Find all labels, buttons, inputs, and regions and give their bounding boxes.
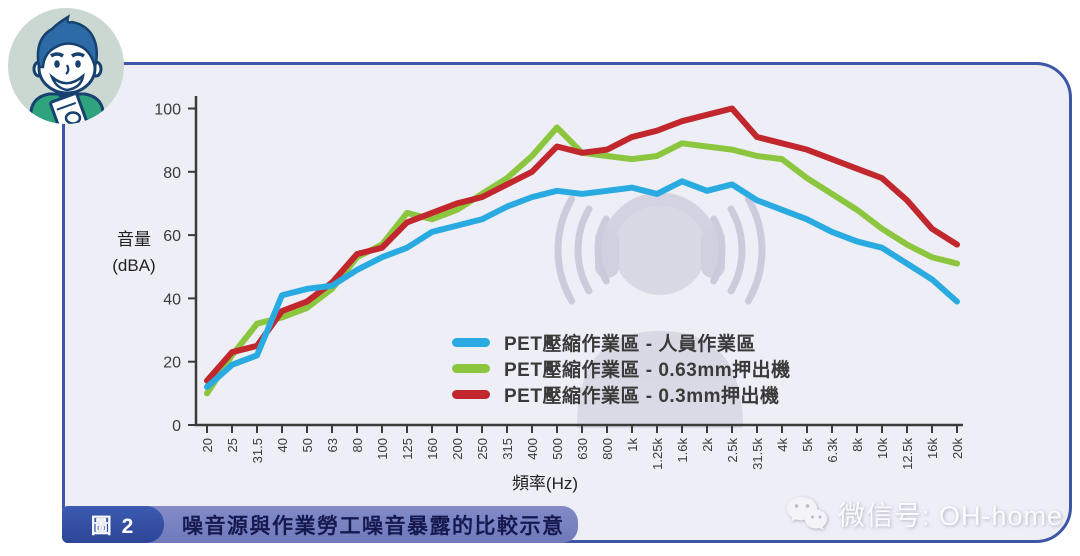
legend-swatch [452, 337, 490, 347]
avatar-eyebrow-left [50, 52, 64, 58]
figure-caption-title: 噪音源與作業勞工噪音暴露的比較示意 [182, 514, 565, 538]
x-tick-label: 2.5k [725, 438, 740, 463]
x-tick-label: 1k [625, 438, 640, 452]
y-tick-label: 0 [172, 418, 181, 435]
x-tick-label: 315 [500, 438, 515, 460]
x-tick-label: 25 [225, 438, 240, 452]
y-tick-label: 40 [163, 291, 181, 308]
x-tick-label: 8k [850, 438, 865, 452]
x-tick-label: 400 [525, 438, 540, 460]
legend-label: PET壓縮作業區 - 0.3mm押出機 [504, 385, 780, 407]
x-tick-label: 125 [400, 438, 415, 460]
x-tick-label: 4k [775, 438, 790, 452]
legend-item: PET壓縮作業區 - 0.3mm押出機 [452, 381, 791, 407]
x-tick-label: 16k [925, 438, 940, 459]
figure-caption-bar: 圖 2 噪音源與作業勞工噪音暴露的比較示意 [62, 506, 578, 543]
legend-item: PET壓縮作業區 - 0.63mm押出機 [452, 355, 791, 381]
y-axis-title: 音量 (dBA) [94, 227, 174, 280]
y-axis-title-line2: (dBA) [112, 256, 156, 276]
x-tick-label: 6.3k [825, 438, 840, 463]
x-tick-label: 10k [875, 438, 890, 459]
legend-item: PET壓縮作業區 - 人員作業區 [452, 329, 791, 355]
avatar-hair [36, 14, 98, 72]
rounded-panel [62, 62, 1072, 543]
wechat-icon [787, 496, 827, 530]
y-axis-title-line1: 音量 [117, 230, 151, 249]
x-tick-label: 31.5 [250, 438, 265, 463]
x-tick-label: 250 [475, 438, 490, 460]
avatar-smile [49, 72, 85, 92]
legend-label: PET壓縮作業區 - 人員作業區 [504, 333, 756, 355]
x-tick-label: 12.5k [900, 438, 915, 470]
avatar-eye-left [54, 60, 60, 68]
avatar-eye-right [75, 60, 81, 68]
x-tick-label: 80 [350, 438, 365, 452]
x-tick-label: 630 [575, 438, 590, 460]
x-tick-label: 50 [300, 438, 315, 452]
listener-watermark [554, 192, 766, 428]
wechat-watermark: 微信号: OH-home [786, 494, 1063, 533]
x-tick-label: 31.5k [750, 438, 765, 470]
cartoon-inspector-avatar [8, 8, 124, 124]
x-tick-label: 20 [200, 438, 215, 452]
x-tick-label: 40 [275, 438, 290, 452]
listener-shoulders [577, 331, 743, 428]
x-axis-title: 頻率(Hz) [511, 474, 579, 493]
x-tick-label: 160 [425, 438, 440, 460]
y-tick-label: 20 [163, 355, 181, 372]
x-tick-label: 63 [325, 438, 340, 452]
figure-number-badge: 圖 2 [62, 506, 164, 543]
avatar-nose [65, 64, 70, 75]
legend: PET壓縮作業區 - 人員作業區 PET壓縮作業區 - 0.63mm押出機 PET壓… [452, 329, 791, 407]
x-tick-label: 800 [600, 438, 615, 460]
x-tick-label: 2k [700, 438, 715, 452]
y-tick-label: 80 [163, 165, 181, 182]
x-tick-label: 200 [450, 438, 465, 460]
x-tick-label: 1.6k [675, 438, 690, 463]
y-tick-label: 100 [154, 102, 181, 119]
sound-wave-arcs [554, 195, 766, 305]
x-tick-label: 1.25k [650, 438, 665, 470]
x-tick-label: 5k [800, 438, 815, 452]
x-tick-label: 500 [550, 438, 565, 460]
avatar-eyebrow-right [71, 52, 85, 58]
x-tick-label: 20k [950, 438, 965, 459]
listener-head [613, 201, 707, 295]
y-tick-label: 60 [163, 228, 181, 245]
wechat-id-text: 微信号: OH-home [838, 501, 1064, 531]
series-line-0 [204, 178, 960, 391]
avatar-hand [64, 111, 82, 124]
x-tick-label: 100 [375, 438, 390, 460]
legend-swatch [452, 389, 490, 399]
legend-swatch [452, 363, 490, 373]
legend-label: PET壓縮作業區 - 0.63mm押出機 [504, 359, 791, 381]
